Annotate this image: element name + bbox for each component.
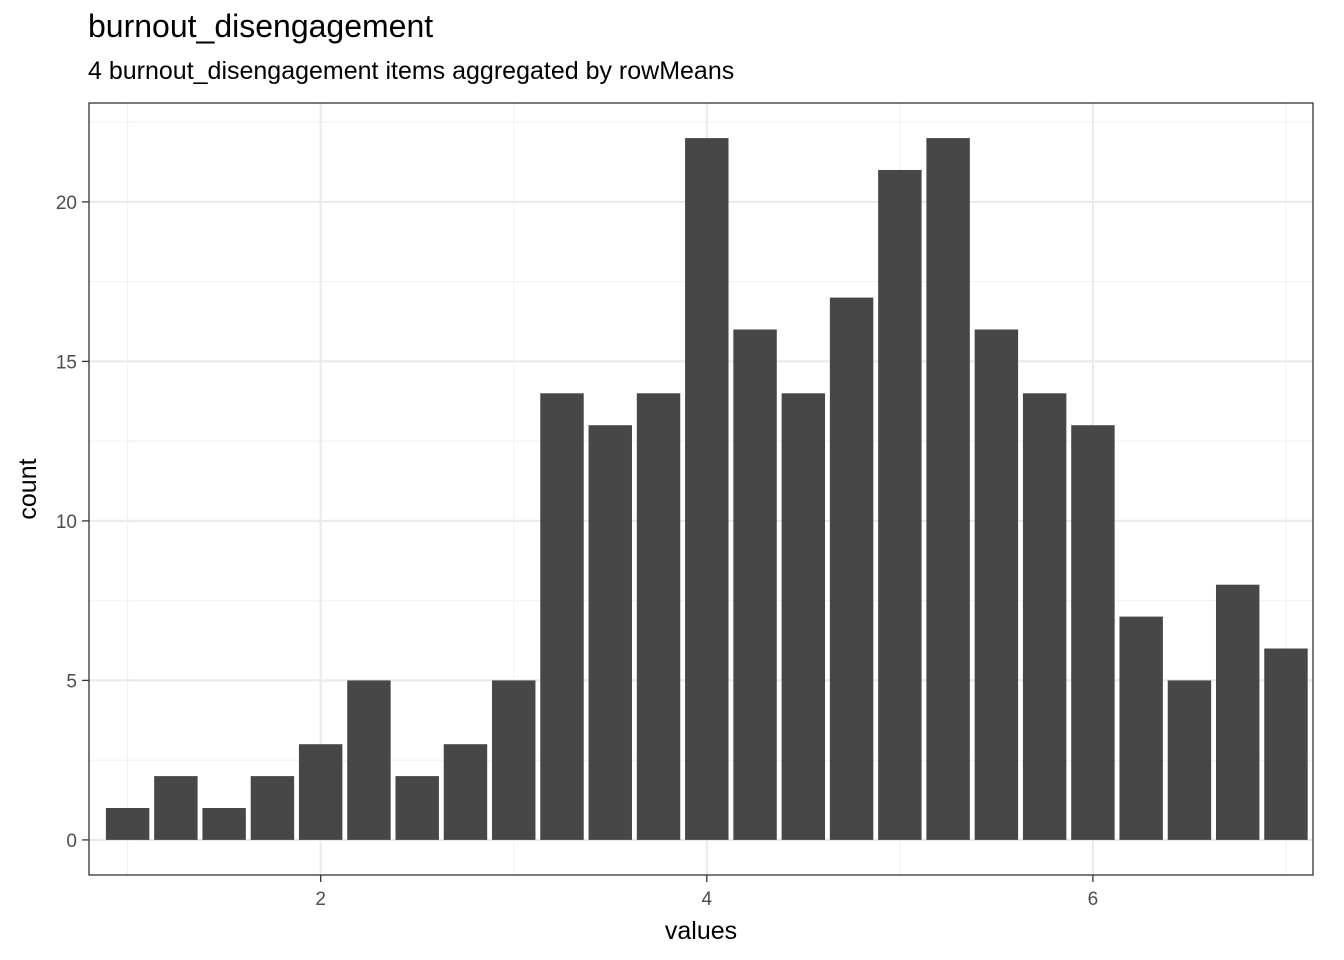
histogram-bar: [1215, 584, 1260, 840]
x-axis-title: values: [665, 917, 737, 945]
histogram-bar: [1119, 616, 1163, 840]
histogram-bar: [1167, 680, 1212, 840]
histogram-bar: [540, 393, 584, 840]
histogram-bar: [154, 776, 198, 840]
histogram-bar: [974, 329, 1019, 840]
histogram-bar: [781, 393, 826, 840]
y-axis-title: count: [14, 458, 42, 519]
histogram-bar: [443, 744, 488, 840]
histogram-bar: [1071, 425, 1115, 840]
histogram-bar: [202, 808, 246, 840]
histogram-bar: [1022, 393, 1067, 840]
histogram-bar: [105, 808, 150, 840]
x-tick-label: 2: [315, 889, 326, 910]
histogram-bar: [878, 169, 922, 840]
y-tick-label: 5: [66, 671, 77, 692]
y-tick-label: 15: [56, 352, 77, 373]
x-tick-label: 6: [1088, 889, 1099, 910]
histogram-bar: [298, 744, 343, 840]
histogram-bar: [685, 138, 729, 840]
panel-border: [88, 102, 1314, 876]
x-tick-label: 4: [702, 889, 713, 910]
histogram-bar: [395, 776, 439, 840]
histogram-bar: [829, 297, 874, 840]
chart-subtitle: 4 burnout_disengagement items aggregated…: [88, 57, 735, 85]
histogram-bar: [636, 393, 681, 840]
chart-title: burnout_disengagement: [88, 8, 434, 44]
histogram-bar: [926, 138, 970, 840]
bars: [105, 138, 1308, 840]
histogram-bar: [733, 329, 777, 840]
histogram-bar: [588, 425, 632, 840]
y-tick-label: 10: [56, 512, 77, 533]
histogram-bar: [250, 776, 295, 840]
histogram-bar: [347, 680, 391, 840]
axis-ticks: 2 4 6 0 5 10 15 20: [56, 193, 1098, 910]
y-tick-label: 20: [56, 193, 77, 214]
histogram-bar: [492, 680, 536, 840]
y-tick-label: 0: [66, 831, 77, 852]
histogram-bar: [1264, 648, 1308, 840]
